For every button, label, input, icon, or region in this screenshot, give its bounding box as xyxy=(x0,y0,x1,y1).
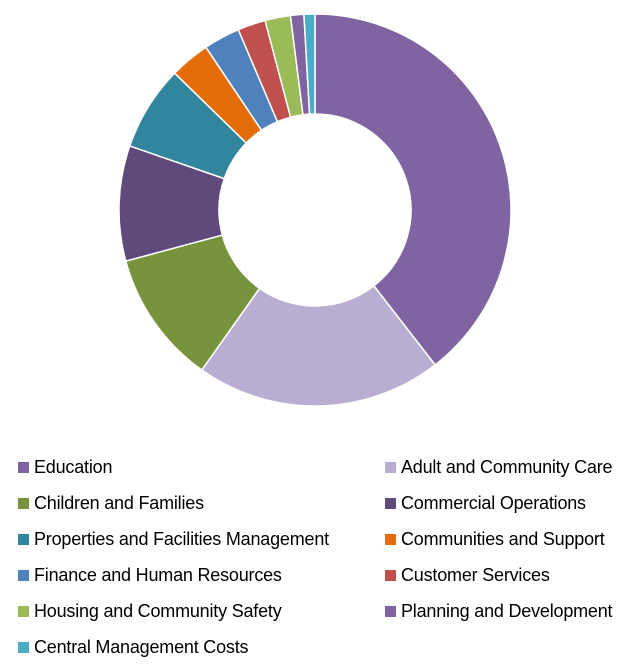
legend-swatch xyxy=(18,569,29,581)
legend-item-adult-and-community-care: Adult and Community Care xyxy=(385,456,642,478)
legend-label: Children and Families xyxy=(34,493,204,513)
legend-swatch xyxy=(18,641,29,653)
legend-label: Adult and Community Care xyxy=(401,457,613,477)
legend-swatch xyxy=(18,461,29,473)
legend-swatch xyxy=(385,605,396,617)
legend-label: Communities and Support xyxy=(401,529,605,549)
legend-item-finance-and-human-resources: Finance and Human Resources xyxy=(18,564,385,586)
legend-swatch xyxy=(18,497,29,509)
legend-item-customer-services: Customer Services xyxy=(385,564,642,586)
slice-central-management-costs xyxy=(303,13,316,115)
legend-item-properties-and-facilities-management: Properties and Facilities Management xyxy=(18,528,385,550)
legend-swatch xyxy=(385,569,396,581)
legend-swatch xyxy=(18,533,29,545)
slice-adult-and-community-care xyxy=(201,285,436,407)
legend-item-children-and-families: Children and Families xyxy=(18,492,385,514)
legend-label: Properties and Facilities Management xyxy=(34,529,329,549)
legend-item-commercial-operations: Commercial Operations xyxy=(385,492,642,514)
legend-label: Housing and Community Safety xyxy=(34,601,282,621)
chart-legend: Education Adult and Community Care Childre… xyxy=(18,456,642,672)
legend-label: Education xyxy=(34,457,113,477)
legend-label: Finance and Human Resources xyxy=(34,565,282,585)
legend-item-communities-and-support: Communities and Support xyxy=(385,528,642,550)
legend-label: Commercial Operations xyxy=(401,493,586,513)
legend-swatch xyxy=(18,605,29,617)
legend-item-housing-and-community-safety: Housing and Community Safety xyxy=(18,600,385,622)
legend-label: Planning and Development xyxy=(401,601,613,621)
legend-item-education: Education xyxy=(18,456,385,478)
donut-chart xyxy=(118,13,512,407)
legend-label: Customer Services xyxy=(401,565,550,585)
legend-swatch xyxy=(385,533,396,545)
legend-swatch xyxy=(385,461,396,473)
slice-education xyxy=(314,13,512,366)
legend-swatch xyxy=(385,497,396,509)
donut-slices xyxy=(118,13,512,407)
legend-item-planning-and-development: Planning and Development xyxy=(385,600,642,622)
legend-item-central-management-costs: Central Management Costs xyxy=(18,636,385,658)
legend-label: Central Management Costs xyxy=(34,637,249,657)
